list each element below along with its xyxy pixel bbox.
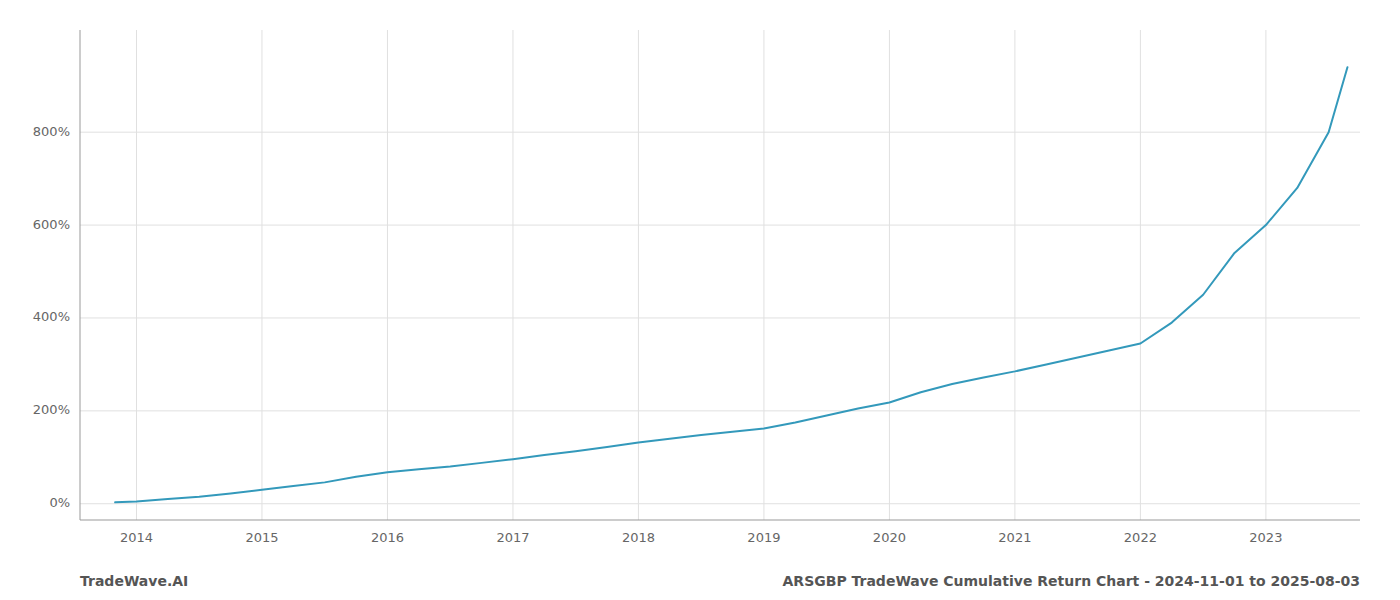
footer-left: TradeWave.AI <box>80 573 188 589</box>
x-tick-label: 2021 <box>998 530 1031 545</box>
y-axis-line <box>80 30 81 520</box>
grid <box>80 30 1360 520</box>
y-grid-line <box>80 317 1360 318</box>
y-grid-line <box>80 410 1360 411</box>
x-axis-line <box>80 520 1360 521</box>
y-tick-label: 600% <box>33 217 70 232</box>
x-grid-line <box>387 30 388 520</box>
x-grid-line <box>136 30 137 520</box>
y-grid-line <box>80 132 1360 133</box>
y-grid-line <box>80 503 1360 504</box>
y-tick-label: 400% <box>33 309 70 324</box>
x-grid-line <box>638 30 639 520</box>
x-tick-label: 2015 <box>245 530 278 545</box>
x-tick-label: 2020 <box>873 530 906 545</box>
x-tick-label: 2019 <box>747 530 780 545</box>
y-tick-label: 800% <box>33 124 70 139</box>
y-grid-line <box>80 225 1360 226</box>
footer-right: ARSGBP TradeWave Cumulative Return Chart… <box>783 573 1360 589</box>
x-grid-line <box>889 30 890 520</box>
footer: TradeWave.AI ARSGBP TradeWave Cumulative … <box>80 573 1360 589</box>
x-tick-label: 2017 <box>496 530 529 545</box>
x-grid-line <box>1014 30 1015 520</box>
chart-svg: 0% 200% 400% 600% 800% 2014 2015 2016 2017 2018 20… <box>0 0 1400 600</box>
axes: 0% 200% 400% 600% 800% 2014 2015 2016 2017 2018 20… <box>33 30 1360 545</box>
x-grid-line <box>261 30 262 520</box>
x-grid-line <box>1265 30 1266 520</box>
x-tick-label: 2014 <box>120 530 153 545</box>
x-tick-label: 2022 <box>1124 530 1157 545</box>
x-grid-line <box>1140 30 1141 520</box>
return-line <box>115 67 1347 502</box>
x-tick-label: 2016 <box>371 530 404 545</box>
plot-area <box>115 67 1347 502</box>
x-grid-line <box>512 30 513 520</box>
x-tick-label: 2018 <box>622 530 655 545</box>
x-grid-line <box>763 30 764 520</box>
chart-container: 0% 200% 400% 600% 800% 2014 2015 2016 2017 2018 20… <box>0 0 1400 600</box>
y-tick-label: 200% <box>33 402 70 417</box>
x-tick-label: 2023 <box>1249 530 1282 545</box>
y-tick-label: 0% <box>49 495 70 510</box>
